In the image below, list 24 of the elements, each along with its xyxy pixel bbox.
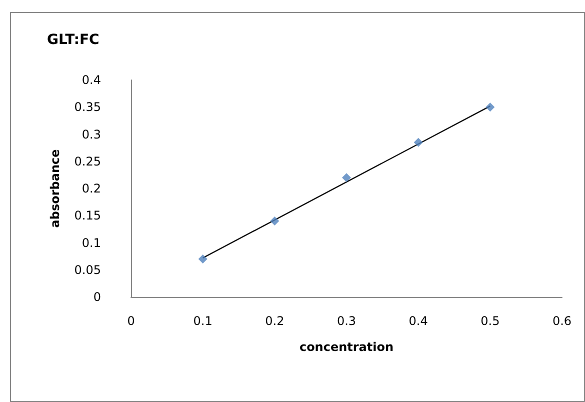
point [198,254,208,264]
x-tick-label: 0.5 [480,314,500,328]
chart-title: GLT:FC [47,32,100,48]
y-tick-label: 0 [93,290,101,304]
y-tick-label: 0.2 [82,182,101,196]
y-tick-label: 0.25 [74,154,101,168]
point [414,138,423,147]
x-tick-label: 0.1 [193,314,212,328]
x-tick-label: 0 [127,314,135,328]
y-tick-label: 0.4 [82,73,101,87]
x-tick-label: 0.6 [552,314,572,328]
point [270,216,280,226]
y-tick-label: 0.05 [74,262,101,277]
x-tick-label: 0.2 [265,314,284,328]
x-axis-title: concentration [299,340,394,354]
y-tick-label: 0.35 [74,100,101,114]
y-tick-label: 0.15 [74,208,101,223]
y-tick-label: 0.1 [82,236,101,250]
x-tick-label: 0.3 [336,314,356,328]
y-tick-label: 0.3 [82,127,101,142]
x-tick-label: 0.4 [408,314,428,328]
point [342,173,351,182]
point [486,102,495,112]
y-axis-title: absorbance [48,149,62,228]
